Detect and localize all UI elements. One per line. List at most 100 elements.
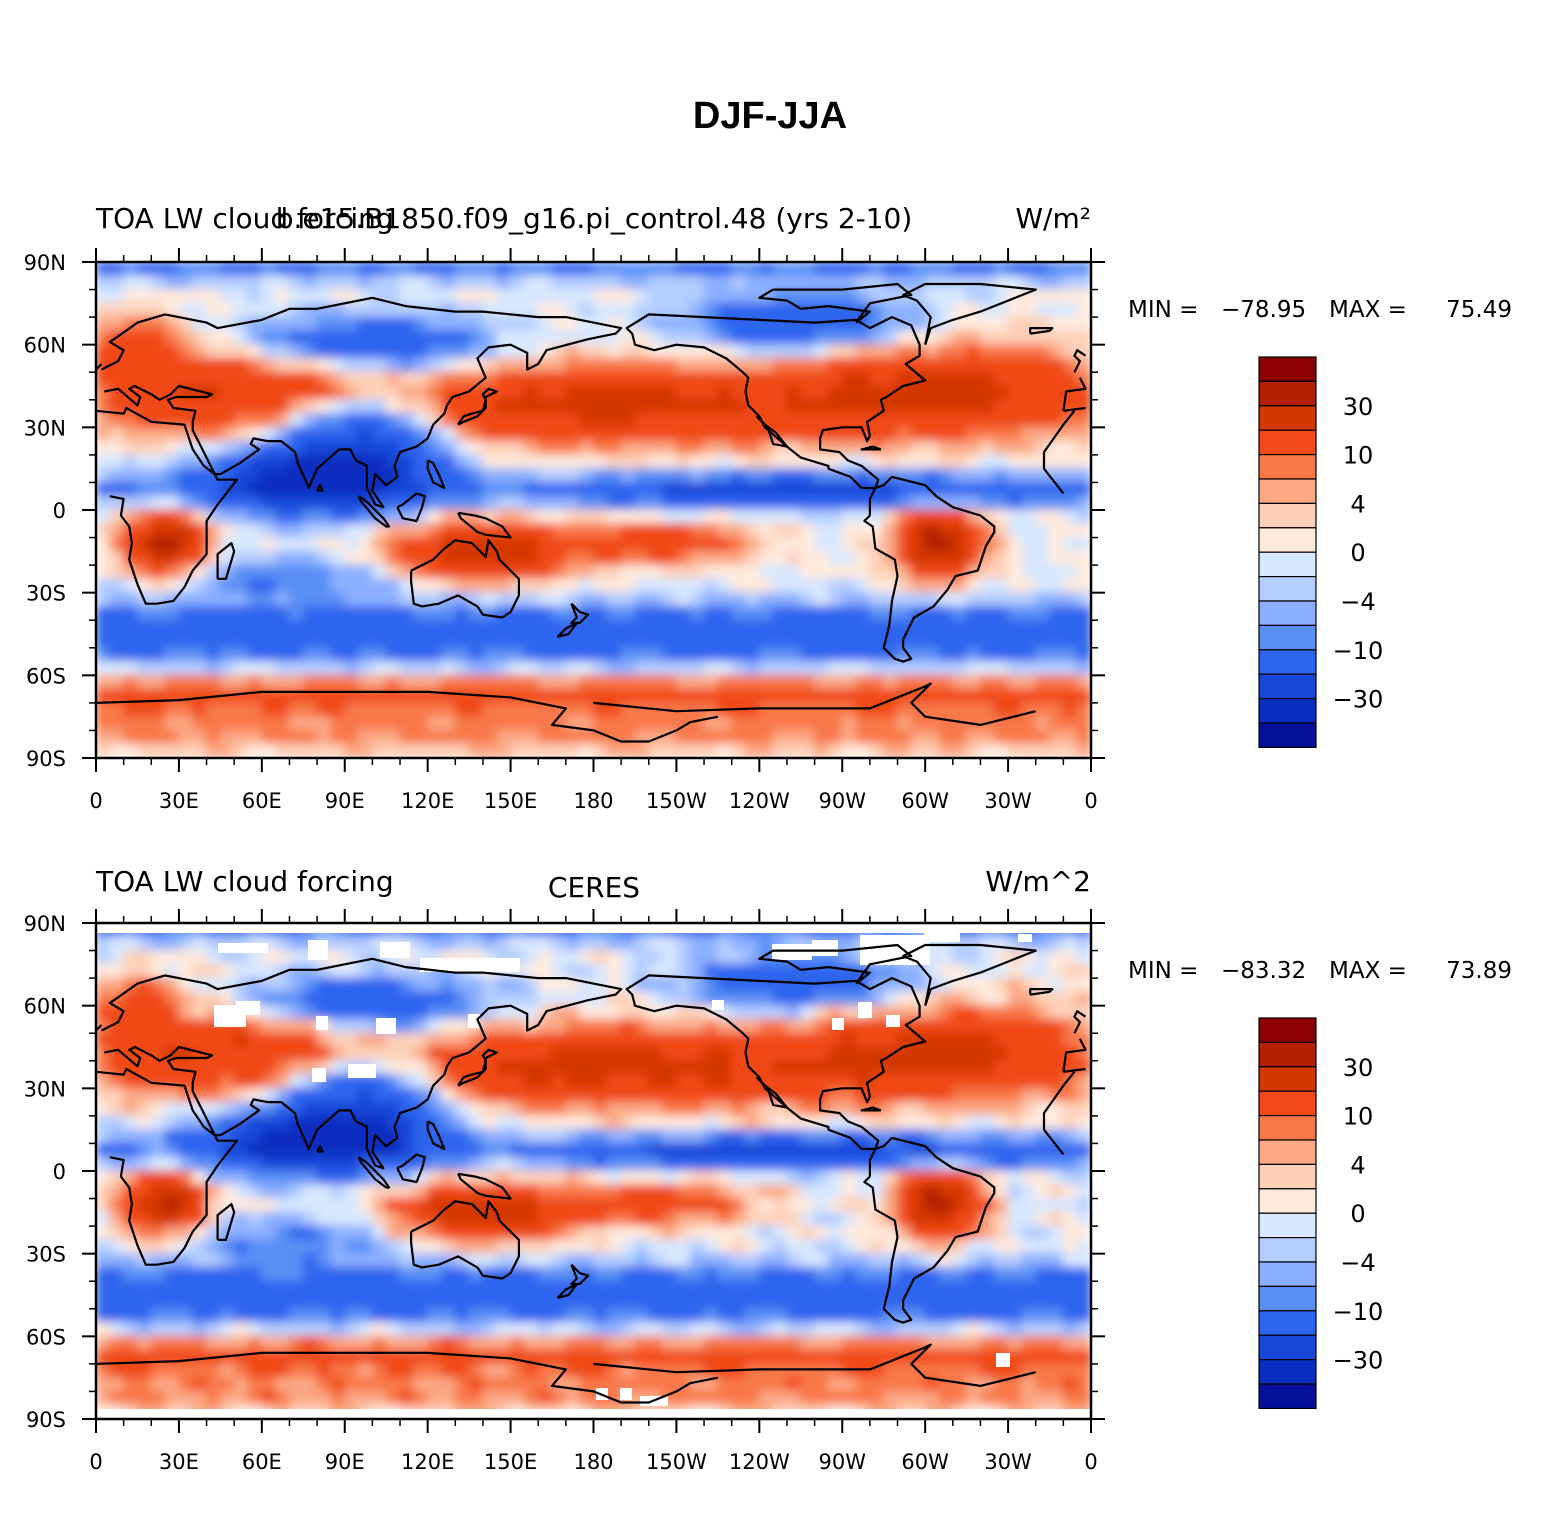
lon-tick-label: 0	[1084, 789, 1097, 813]
colorbar-label: −30	[1333, 686, 1384, 714]
max-value: 75.49	[1446, 297, 1512, 323]
colorbar-swatch	[1258, 551, 1317, 578]
colorbar-swatch	[1258, 722, 1317, 748]
lon-tick-label: 0	[1084, 1450, 1097, 1474]
colorbar: 30 10 4 0 −4 −10 −30	[1258, 1017, 1384, 1409]
coastline-overlay	[96, 943, 1087, 1404]
colorbar-swatch	[1258, 600, 1317, 626]
colorbar-label: 30	[1343, 393, 1374, 421]
lon-tick-label: 90W	[819, 789, 867, 813]
panel-left-label: TOA LW cloud forcing	[95, 865, 394, 898]
colorbar-swatch	[1258, 1017, 1317, 1043]
lon-tick-label: 150W	[646, 1450, 707, 1474]
lon-tick-label: 30E	[159, 789, 199, 813]
colorbar-swatch	[1258, 454, 1317, 480]
colorbar-swatch	[1258, 1383, 1317, 1409]
lat-tick-label: 0	[53, 1160, 66, 1184]
lon-tick-label: 180	[573, 789, 613, 813]
colorbar-swatch	[1258, 1163, 1317, 1190]
figure-title: DJF-JJA	[693, 95, 847, 137]
contour-field	[96, 923, 1091, 1419]
axis-ticks: 0 30E 60E 90E 120E 150E 180 150W 120W 90W 60W 30W 09…	[24, 248, 1105, 813]
lat-tick-label: 90S	[26, 1408, 66, 1432]
colorbar-swatch	[1258, 575, 1317, 602]
colorbar-label: −4	[1340, 588, 1375, 616]
lat-tick-label: 30N	[24, 1077, 66, 1101]
colorbar-swatch	[1258, 649, 1317, 675]
lon-tick-label: 150E	[484, 1450, 537, 1474]
colorbar-label: −10	[1333, 1298, 1384, 1326]
colorbar-label: 0	[1350, 1200, 1365, 1228]
lon-tick-label: 30E	[159, 1450, 199, 1474]
lat-tick-label: 60N	[24, 995, 66, 1019]
lat-tick-label: 90N	[24, 912, 66, 936]
lon-tick-label: 90W	[819, 1450, 867, 1474]
lat-tick-label: 60N	[24, 334, 66, 358]
colorbar-label: 30	[1343, 1054, 1374, 1082]
colorbar-swatch	[1258, 380, 1317, 407]
lat-tick-label: 60S	[26, 664, 66, 688]
colorbar-label: −10	[1333, 637, 1384, 665]
colorbar-swatch	[1258, 1310, 1317, 1336]
missing-data-patches	[96, 923, 1091, 1419]
colorbar-label: 10	[1343, 442, 1374, 470]
panel-left-label: TOA LW cloud forcing	[95, 202, 394, 235]
colorbar-swatch	[1258, 405, 1317, 431]
colorbar-swatch	[1258, 1334, 1317, 1361]
lat-tick-label: 90N	[24, 251, 66, 275]
lat-tick-label: 30S	[26, 582, 66, 606]
lat-tick-label: 30S	[26, 1243, 66, 1267]
colorbar-swatch	[1258, 429, 1317, 456]
colorbar-swatch	[1258, 1090, 1317, 1117]
lon-tick-label: 30W	[984, 789, 1032, 813]
max-label: MAX =	[1329, 297, 1407, 323]
lon-tick-label: 0	[89, 1450, 102, 1474]
lon-tick-label: 150W	[646, 789, 707, 813]
colorbar-swatch	[1258, 1066, 1317, 1092]
colorbar-label: −30	[1333, 1347, 1384, 1375]
colorbar-swatch	[1258, 1236, 1317, 1263]
colorbar-label: −4	[1340, 1249, 1375, 1277]
map-panel-model: TOA LW cloud forcing b.e15.B1850.f09_g16…	[24, 202, 1512, 813]
lat-tick-label: 90S	[26, 747, 66, 771]
map-panel-ceres: TOA LW cloud forcing CERES W/m^2	[24, 865, 1512, 1474]
lon-tick-label: 60W	[901, 789, 949, 813]
coastline	[96, 282, 1087, 743]
panel-units-label: W/m^2	[985, 865, 1091, 898]
panel-units-label: W/m²	[1015, 202, 1091, 235]
min-label: MIN =	[1128, 297, 1198, 323]
lon-tick-label: 150E	[484, 789, 537, 813]
lon-tick-label: 60E	[242, 789, 282, 813]
colorbar-swatch	[1258, 673, 1317, 700]
colorbar-label: 4	[1350, 1151, 1365, 1179]
lon-tick-label: 120W	[729, 789, 790, 813]
max-label: MAX =	[1329, 958, 1407, 984]
lon-tick-label: 60W	[901, 1450, 949, 1474]
colorbar-label: 10	[1343, 1103, 1374, 1131]
lon-tick-label: 60E	[242, 1450, 282, 1474]
colorbar-swatch	[1258, 502, 1317, 529]
lon-tick-label: 180	[573, 1450, 613, 1474]
lat-tick-label: 60S	[26, 1325, 66, 1349]
max-value: 73.89	[1446, 958, 1512, 984]
colorbar-swatch	[1258, 1261, 1317, 1287]
lon-tick-label: 90E	[325, 1450, 365, 1474]
colorbar-swatch	[1258, 1285, 1317, 1312]
colorbar: 30 10 4 0 −4 −10 −30	[1258, 356, 1384, 748]
min-value: −78.95	[1221, 297, 1306, 323]
colorbar-swatch	[1258, 1358, 1317, 1385]
min-label: MIN =	[1128, 958, 1198, 984]
lon-tick-label: 120W	[729, 1450, 790, 1474]
lon-tick-label: 120E	[401, 789, 454, 813]
colorbar-swatch	[1258, 1212, 1317, 1239]
lon-tick-label: 0	[89, 789, 102, 813]
min-value: −83.32	[1221, 958, 1306, 984]
colorbar-swatch	[1258, 624, 1317, 651]
lon-tick-label: 90E	[325, 789, 365, 813]
lat-tick-label: 30N	[24, 416, 66, 440]
colorbar-swatch	[1258, 356, 1317, 382]
coastline	[96, 943, 1087, 1404]
colorbar-swatch	[1258, 1139, 1317, 1165]
colorbar-swatch	[1258, 697, 1317, 724]
axis-ticks: 0 30E 60E 90E 120E 150E 180 150W 120W 90W 60W 30W 09…	[24, 909, 1105, 1474]
